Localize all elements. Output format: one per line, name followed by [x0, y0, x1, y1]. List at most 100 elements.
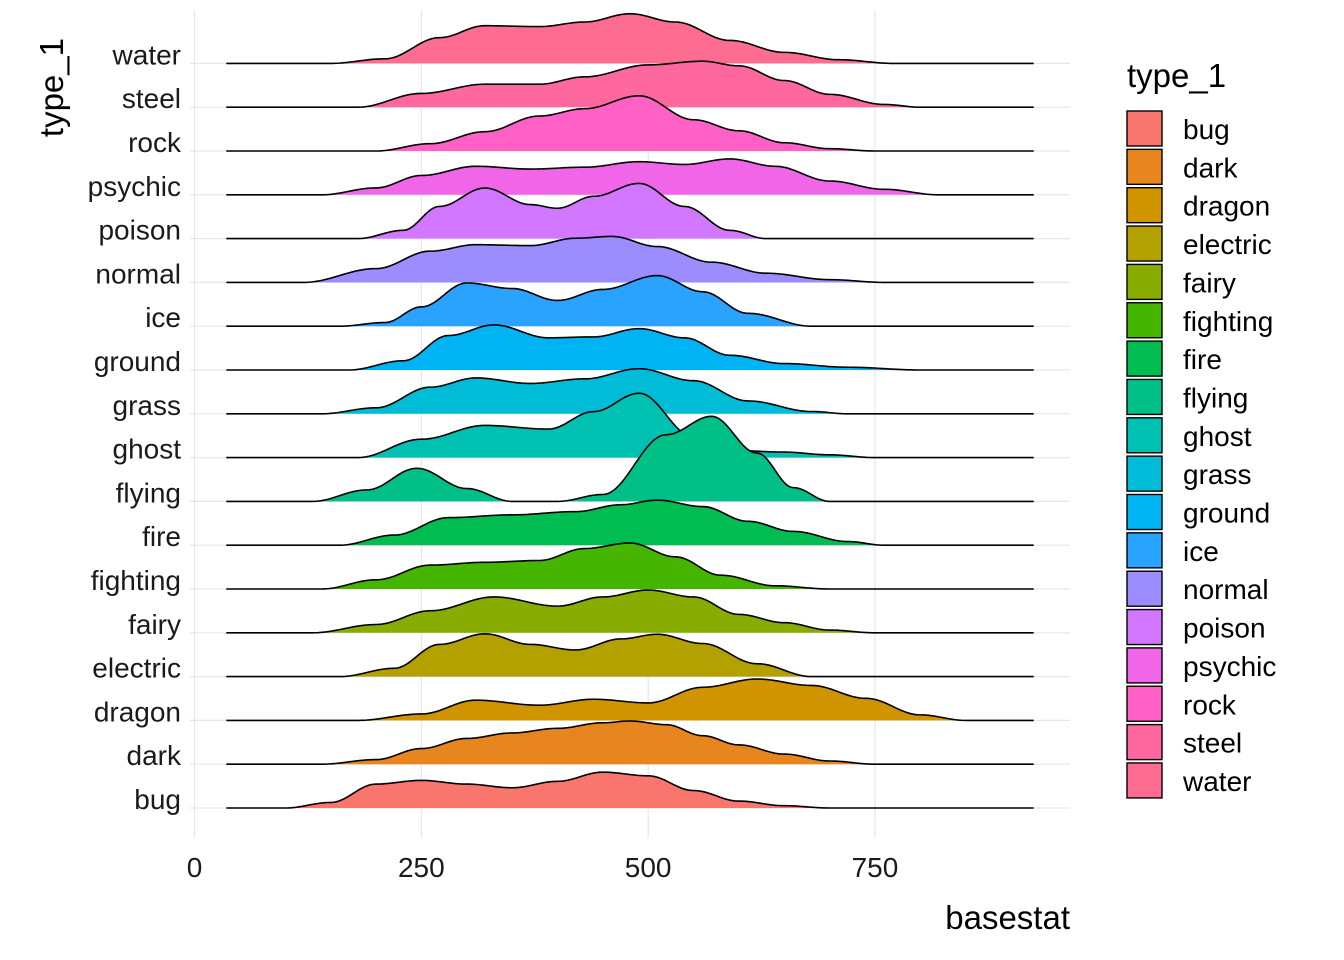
- y-tick-label: bug: [134, 784, 181, 815]
- legend-item-fairy: fairy: [1126, 263, 1236, 301]
- legend-item-water: water: [1126, 762, 1251, 799]
- legend-item-fire: fire: [1126, 340, 1222, 377]
- ridge-outline-ghost: [226, 392, 1034, 459]
- ridge-ghost: [226, 392, 1034, 459]
- legend-item-electric: electric: [1126, 225, 1272, 262]
- ridge-outline-normal: [226, 235, 1034, 284]
- legend-swatch: [1126, 570, 1163, 607]
- legend-swatch: [1126, 110, 1163, 147]
- ridge-outline-ground: [226, 324, 1034, 371]
- ridge-outline-fairy: [226, 589, 1034, 634]
- ridge-outline-psychic: [226, 158, 1034, 196]
- ridge-ground: [226, 324, 1034, 371]
- x-tick-label: 750: [852, 852, 899, 883]
- legend-label: fire: [1183, 344, 1222, 375]
- legend-swatch: [1126, 302, 1163, 339]
- ridge-outline-poison: [226, 182, 1034, 240]
- legend-item-ghost: ghost: [1126, 417, 1252, 454]
- ridge-outline-bug: [226, 771, 1034, 809]
- ridge-fire: [226, 499, 1034, 546]
- legend-item-grass: grass: [1126, 455, 1251, 492]
- legend-label: ice: [1183, 536, 1219, 567]
- legend-item-steel: steel: [1126, 723, 1242, 761]
- legend-item-psychic: psychic: [1126, 647, 1276, 684]
- legend-swatch: [1126, 263, 1163, 301]
- legend-item-normal: normal: [1126, 570, 1269, 607]
- ridge-outline-fighting: [226, 542, 1034, 590]
- ridge-fill-grass: [226, 368, 1034, 414]
- legend-label: fairy: [1183, 267, 1236, 298]
- legend-item-bug: bug: [1126, 110, 1230, 147]
- ridge-water: [226, 12, 1034, 65]
- ridge-fill-rock: [226, 95, 1034, 151]
- legend-item-dark: dark: [1126, 148, 1238, 186]
- ridge-fill-bug: [226, 772, 1034, 808]
- legend-swatch: [1126, 493, 1163, 531]
- legend-label: poison: [1183, 613, 1266, 644]
- ridge-outline-fire: [226, 499, 1034, 546]
- y-tick-label: poison: [98, 215, 181, 246]
- ridge-outline-flying: [226, 415, 1034, 503]
- ridge-dragon: [226, 678, 1034, 722]
- y-tick-label: rock: [128, 127, 182, 158]
- legend-label: fighting: [1183, 306, 1273, 337]
- legend-label: steel: [1183, 728, 1242, 759]
- ridge-outline-dragon: [226, 678, 1034, 722]
- y-tick-label: steel: [122, 83, 181, 114]
- ridge-ice: [226, 274, 1034, 327]
- ridge-fill-normal: [226, 236, 1034, 283]
- legend-item-ice: ice: [1126, 532, 1219, 569]
- ridge-fairy: [226, 589, 1034, 634]
- legend-item-poison: poison: [1126, 608, 1266, 646]
- legend-label: rock: [1183, 689, 1237, 720]
- y-tick-label: fighting: [91, 565, 181, 596]
- legend: type_1 bug dark dragon electric fairy fightin…: [1126, 57, 1276, 799]
- ridge-outline-water: [226, 12, 1034, 65]
- y-tick-label: fairy: [128, 609, 181, 640]
- y-tick-label: dragon: [94, 696, 181, 727]
- legend-label: flying: [1183, 382, 1248, 413]
- y-tick-label: ghost: [113, 434, 182, 465]
- legend-swatch: [1126, 647, 1163, 684]
- legend-label: grass: [1183, 459, 1251, 490]
- x-axis-title: basestat: [945, 899, 1070, 936]
- legend-item-rock: rock: [1126, 685, 1237, 722]
- legend-label: normal: [1183, 574, 1269, 605]
- legend-swatch: [1126, 225, 1163, 262]
- ridge-fill-fighting: [226, 543, 1034, 589]
- legend-swatch: [1126, 378, 1163, 416]
- ridge-fighting: [226, 542, 1034, 590]
- legend-item-ground: ground: [1126, 493, 1270, 531]
- legend-label: dark: [1183, 152, 1238, 183]
- y-tick-label: dark: [127, 740, 182, 771]
- ridge-steel: [226, 60, 1034, 108]
- legend-swatch: [1126, 608, 1163, 646]
- y-tick-label: flying: [116, 477, 181, 508]
- y-tick-label: water: [112, 39, 181, 70]
- ridge-fill-poison: [226, 183, 1034, 239]
- ridge-bug: [226, 771, 1034, 809]
- ridge-normal: [226, 235, 1034, 284]
- ridge-fill-steel: [226, 61, 1034, 108]
- ridge-poison: [226, 182, 1034, 240]
- ridge-grass: [226, 367, 1034, 415]
- ridge-fill-fairy: [226, 590, 1034, 633]
- legend-item-fighting: fighting: [1126, 302, 1273, 339]
- ridge-fill-ice: [226, 275, 1034, 327]
- y-tick-label: ground: [94, 346, 181, 377]
- x-tick-label: 0: [187, 852, 203, 883]
- ridge-fill-water: [226, 13, 1034, 64]
- legend-label: water: [1182, 766, 1251, 797]
- ridge-fill-psychic: [226, 158, 1034, 195]
- x-tick-label: 500: [625, 852, 672, 883]
- legend-label: ghost: [1183, 421, 1252, 452]
- legend-label: dragon: [1183, 191, 1270, 222]
- ridge-fill-flying: [226, 416, 1034, 502]
- x-axis-tick-labels: 0 250 500 750: [187, 852, 899, 883]
- ridge-outline-ice: [226, 274, 1034, 327]
- y-tick-label: normal: [95, 258, 181, 289]
- x-tick-label: 250: [398, 852, 445, 883]
- ridge-psychic: [226, 158, 1034, 196]
- ridge-fill-dragon: [226, 679, 1034, 721]
